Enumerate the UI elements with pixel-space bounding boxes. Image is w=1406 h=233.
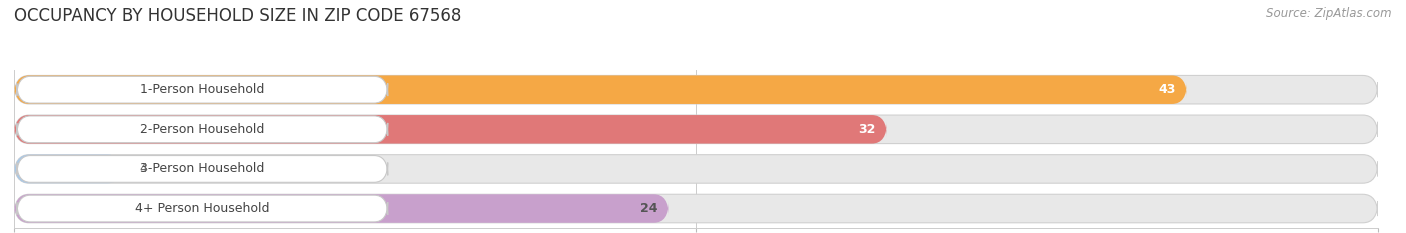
Text: Source: ZipAtlas.com: Source: ZipAtlas.com (1267, 7, 1392, 20)
FancyBboxPatch shape (14, 194, 669, 223)
Text: 43: 43 (1159, 83, 1175, 96)
FancyBboxPatch shape (14, 155, 1378, 183)
FancyBboxPatch shape (17, 195, 388, 222)
FancyBboxPatch shape (14, 155, 124, 183)
FancyBboxPatch shape (14, 75, 1187, 104)
Text: 1-Person Household: 1-Person Household (141, 83, 264, 96)
FancyBboxPatch shape (17, 156, 388, 182)
FancyBboxPatch shape (17, 76, 388, 103)
Text: 2-Person Household: 2-Person Household (141, 123, 264, 136)
Text: 4+ Person Household: 4+ Person Household (135, 202, 270, 215)
Text: 24: 24 (640, 202, 658, 215)
FancyBboxPatch shape (14, 115, 1378, 144)
Text: 32: 32 (859, 123, 876, 136)
Text: 3-Person Household: 3-Person Household (141, 162, 264, 175)
FancyBboxPatch shape (17, 116, 388, 143)
FancyBboxPatch shape (14, 75, 1378, 104)
FancyBboxPatch shape (14, 194, 1378, 223)
Text: 4: 4 (139, 162, 148, 175)
Text: OCCUPANCY BY HOUSEHOLD SIZE IN ZIP CODE 67568: OCCUPANCY BY HOUSEHOLD SIZE IN ZIP CODE … (14, 7, 461, 25)
FancyBboxPatch shape (14, 115, 887, 144)
